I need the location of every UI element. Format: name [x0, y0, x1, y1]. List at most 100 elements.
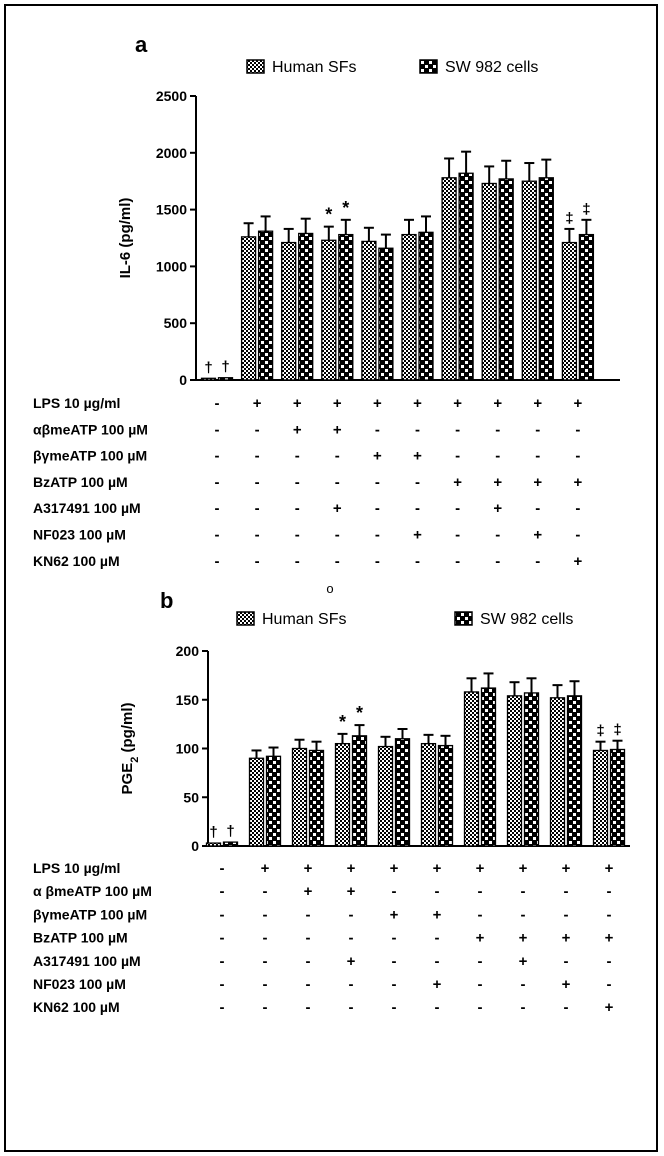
chart-panel-a: a Human SFs SW 982 cells 0 500 1000 1500 2000 25…	[33, 32, 620, 570]
treatment-mark: -	[535, 553, 540, 570]
treatment-mark: -	[295, 500, 300, 517]
treatment-mark: -	[535, 500, 540, 517]
y-tick-label: 1500	[156, 202, 187, 218]
y-tick-label: 1000	[156, 258, 187, 274]
treatment-mark: -	[455, 421, 460, 438]
treatment-mark: -	[575, 527, 580, 544]
treatment-mark: +	[562, 976, 571, 993]
treatment-mark: +	[413, 527, 422, 544]
treatment-mark: -	[392, 930, 397, 947]
treatment-mark: +	[261, 860, 270, 877]
significance-mark: †	[221, 359, 229, 376]
treatment-label: LPS 10 µg/ml	[33, 395, 120, 411]
treatment-mark: +	[562, 860, 571, 877]
treatment-mark: +	[574, 474, 583, 491]
treatment-mark: -	[215, 474, 220, 491]
treatment-mark: -	[415, 500, 420, 517]
significance-mark: *	[342, 198, 349, 218]
treatment-mark: -	[349, 906, 354, 923]
bar	[308, 749, 325, 847]
bar	[458, 172, 474, 381]
bar	[538, 177, 554, 381]
treatment-mark: +	[605, 860, 614, 877]
treatment-mark: -	[375, 527, 380, 544]
treatment-mark: +	[347, 953, 356, 970]
treatment-mark: +	[347, 883, 356, 900]
bar	[394, 738, 411, 847]
bar	[549, 697, 566, 847]
legend-entry: SW 982 cells	[480, 611, 573, 628]
treatment-mark: -	[255, 421, 260, 438]
treatment-mark: -	[220, 976, 225, 993]
legend-entry: Human SFs	[272, 59, 356, 76]
treatment-mark: -	[295, 448, 300, 465]
treatment-mark: +	[453, 395, 462, 412]
bar	[592, 749, 609, 847]
treatment-mark: +	[373, 395, 382, 412]
treatment-mark: +	[493, 395, 502, 412]
legend-entry: SW 982 cells	[445, 59, 538, 76]
treatment-mark: -	[255, 474, 260, 491]
treatment-mark: +	[433, 906, 442, 923]
treatment-mark: -	[220, 883, 225, 900]
treatment-mark: -	[220, 860, 225, 877]
treatment-label: α βmeATP 100 µM	[33, 883, 152, 899]
treatment-mark: -	[495, 448, 500, 465]
treatment-mark: +	[333, 500, 342, 517]
bar	[257, 230, 274, 381]
stray-mark: o	[326, 581, 333, 596]
treatment-mark: +	[453, 474, 462, 491]
treatment-mark: -	[607, 906, 612, 923]
bar	[321, 239, 337, 381]
bar	[240, 236, 257, 381]
bar	[338, 233, 354, 381]
significance-mark: †	[226, 823, 234, 840]
bar	[521, 180, 537, 381]
treatment-mark: -	[306, 953, 311, 970]
treatment-mark: -	[335, 527, 340, 544]
treatment-mark: -	[375, 500, 380, 517]
treatment-mark: -	[392, 883, 397, 900]
treatment-mark: +	[533, 395, 542, 412]
bar	[463, 691, 480, 847]
treatment-mark: -	[349, 930, 354, 947]
treatment-mark: -	[607, 976, 612, 993]
bar	[378, 247, 394, 381]
bar	[334, 742, 351, 847]
treatment-mark: -	[435, 999, 440, 1016]
treatment-mark: -	[455, 553, 460, 570]
treatment-label: KN62 100 µM	[33, 999, 120, 1015]
y-tick-label: 150	[176, 692, 200, 708]
treatment-label: KN62 100 µM	[33, 553, 120, 569]
treatment-mark: -	[215, 448, 220, 465]
bar	[609, 748, 626, 847]
treatment-mark: -	[435, 930, 440, 947]
treatment-mark: -	[607, 953, 612, 970]
treatment-mark: -	[220, 930, 225, 947]
treatment-mark: +	[574, 395, 583, 412]
treatment-mark: +	[519, 953, 528, 970]
treatment-mark: -	[295, 553, 300, 570]
treatment-mark: -	[415, 421, 420, 438]
treatment-mark: +	[476, 860, 485, 877]
treatment-mark: -	[535, 448, 540, 465]
treatment-mark: +	[493, 500, 502, 517]
treatment-mark: +	[533, 527, 542, 544]
bar	[420, 742, 437, 847]
treatment-mark: -	[535, 421, 540, 438]
bar	[222, 841, 239, 847]
treatment-mark: -	[263, 953, 268, 970]
significance-mark: *	[339, 712, 346, 732]
treatment-mark: -	[263, 906, 268, 923]
treatment-mark: +	[433, 976, 442, 993]
bar	[200, 377, 217, 381]
bar	[480, 687, 497, 847]
treatment-mark: -	[335, 448, 340, 465]
treatment-mark: -	[215, 527, 220, 544]
treatment-label: NF023 100 µM	[33, 527, 126, 543]
bar	[377, 745, 394, 847]
treatment-label: NF023 100 µM	[33, 976, 126, 992]
y-tick-label: 2000	[156, 145, 187, 161]
bar	[351, 735, 368, 847]
